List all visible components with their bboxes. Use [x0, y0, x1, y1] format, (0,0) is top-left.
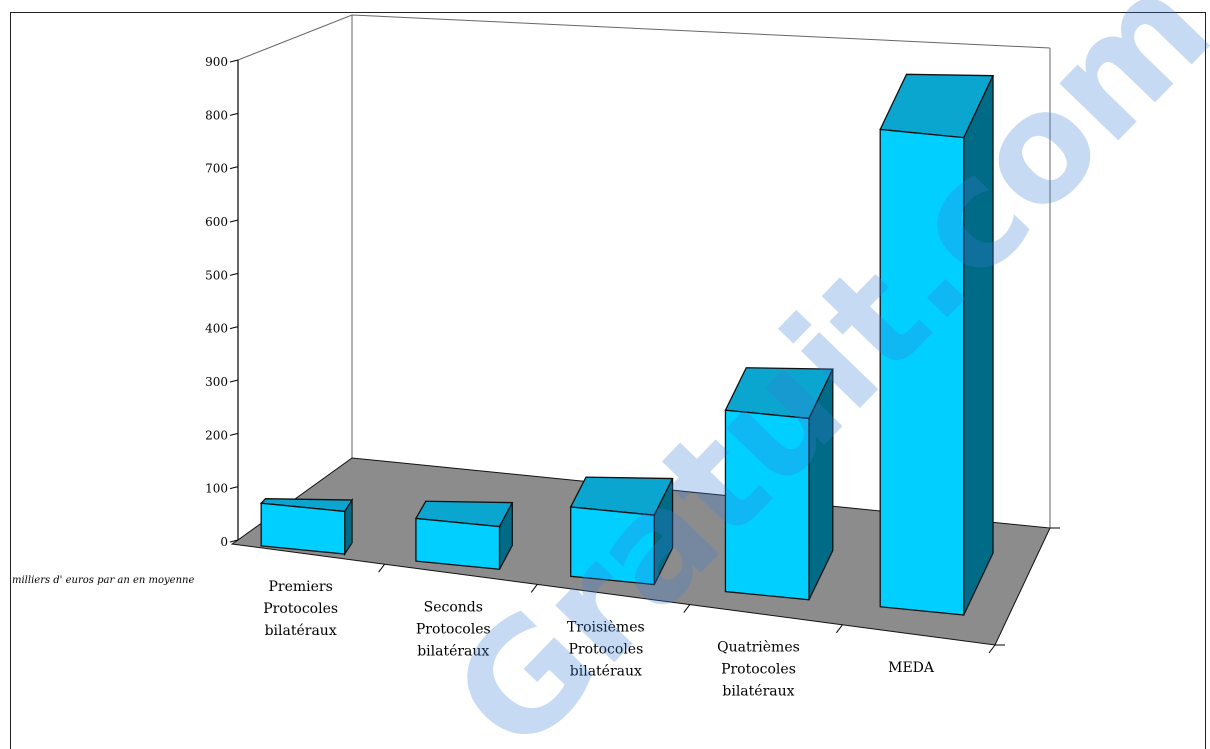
y-tick-label: 700: [205, 162, 228, 176]
y-tick-mark: [229, 59, 239, 63]
y-tick-mark: [229, 326, 239, 330]
category-label: Premiers Protocoles bilatéraux: [263, 579, 338, 639]
y-axis-unit-label: milliers d' euros par an en moyenne: [12, 575, 194, 586]
x-tick-mark: [530, 584, 538, 593]
x-tick-mark: [836, 624, 843, 634]
bars: [259, 73, 995, 616]
y-tick-label: 600: [205, 215, 228, 229]
bar-4: [724, 367, 834, 601]
category-label-line: bilatéraux: [417, 643, 489, 659]
y-tick-mark: [229, 379, 239, 383]
category-label-line: Protocoles: [263, 601, 338, 617]
bar-3: [569, 476, 674, 586]
category-label-line: Protocoles: [416, 621, 491, 637]
bar-5: [879, 73, 995, 616]
y-tick-label: 800: [205, 108, 228, 122]
category-label-line: Quatrièmes: [717, 640, 800, 656]
chart-frame: [10, 12, 1206, 749]
y-tick-label: 0: [220, 535, 228, 549]
category-label-line: Seconds: [424, 599, 483, 615]
category-label-line: bilatéraux: [570, 663, 642, 679]
x-tick-mark: [988, 644, 996, 654]
y-tick-label: 900: [205, 55, 228, 69]
y-tick-label: 400: [205, 322, 228, 336]
watermark: Gratuit.com: [421, 0, 1210, 749]
category-label-line: bilatéraux: [722, 684, 794, 700]
y-tick-mark: [229, 486, 239, 490]
bar-front-face: [724, 409, 810, 601]
y-tick-label: 100: [205, 482, 228, 496]
category-label: Seconds Protocoles bilatéraux: [416, 599, 491, 659]
category-label-line: Troisièmes: [567, 619, 645, 635]
y-tick-mark: [229, 219, 239, 223]
y-tick-mark: [229, 432, 239, 436]
category-label: Quatrièmes Protocoles bilatéraux: [717, 640, 800, 700]
y-tick-mark: [229, 112, 239, 116]
y-tick-mark: [229, 539, 239, 543]
category-labels: Premiers Protocoles bilatéraux Seconds Proto…: [263, 579, 935, 700]
bar-front-face: [415, 517, 501, 571]
y-tick-mark: [229, 166, 239, 170]
category-label-line: Protocoles: [721, 662, 796, 678]
category-label-line: Premiers: [269, 579, 333, 595]
category-label: MEDA: [888, 660, 935, 676]
bar-front-face: [260, 502, 346, 555]
y-tick-mark: [229, 272, 239, 276]
y-tick-label: 200: [205, 428, 228, 442]
category-label-line: MEDA: [888, 660, 935, 676]
bar-1: [259, 497, 354, 557]
bar-front-face: [879, 128, 965, 616]
bar-front-face: [570, 506, 655, 586]
y-axis: 0 100 200 300 400 500 600 700 800 900: [205, 55, 1060, 654]
bar-2: [414, 500, 514, 571]
y-tick-label: 300: [205, 375, 228, 389]
category-label-line: Protocoles: [568, 641, 643, 657]
x-tick-mark: [683, 604, 691, 613]
y-tick-label: 500: [205, 268, 228, 282]
category-label: Troisièmes Protocoles bilatéraux: [567, 619, 645, 679]
category-label-line: bilatéraux: [265, 623, 337, 639]
x-tick-mark: [378, 563, 386, 573]
